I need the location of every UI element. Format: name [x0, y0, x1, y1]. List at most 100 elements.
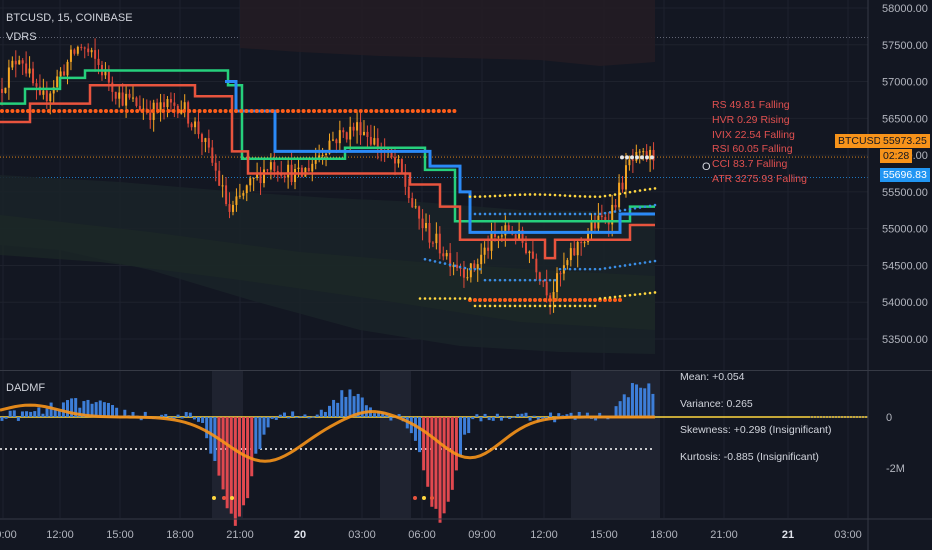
orange-dot	[197, 108, 202, 113]
osc-zone	[571, 371, 660, 518]
yellow-dot	[548, 193, 552, 197]
candle-body	[621, 182, 624, 190]
dadmf-oscillator	[0, 383, 868, 526]
osc-bar	[250, 417, 254, 477]
osc-bar	[270, 417, 274, 419]
time-tick-label: 15:00	[106, 529, 134, 541]
candle-body	[94, 50, 97, 59]
osc-bar	[287, 417, 291, 419]
osc-bar	[454, 417, 458, 471]
orange-dot	[57, 108, 62, 113]
yellow-dot	[453, 297, 457, 300]
blue-dot	[598, 212, 602, 216]
last-price-badge[interactable]: 55973.25	[880, 134, 930, 148]
blue-dot	[588, 267, 592, 271]
candle-body	[580, 242, 583, 244]
blue-dot	[608, 266, 612, 269]
osc-bar	[111, 405, 115, 417]
stat-mean: Mean: +0.054	[680, 371, 745, 383]
level-badge[interactable]: 55696.83	[880, 168, 930, 182]
candle-body	[194, 121, 197, 128]
blue-dot	[623, 264, 627, 267]
orange-dot	[473, 298, 477, 303]
blue-dot	[483, 278, 487, 282]
blue-dot	[558, 267, 562, 271]
blue-dot	[618, 264, 622, 268]
orange-dot	[109, 108, 114, 113]
orange-dot	[513, 298, 517, 303]
blue-dot	[518, 212, 522, 216]
yellow-dot	[638, 189, 642, 192]
candle-body	[376, 138, 379, 149]
price-tick-label: 55000.00	[882, 224, 928, 236]
blue-dot	[548, 278, 552, 282]
osc-bar	[78, 407, 82, 417]
yellow-dot	[503, 194, 507, 197]
orange-dot	[202, 108, 207, 113]
candle-body	[559, 273, 562, 275]
osc-bar	[598, 412, 602, 417]
osc-bar	[274, 417, 278, 420]
candle-body	[221, 185, 224, 187]
orange-dot	[583, 298, 587, 303]
orange-dot	[124, 108, 129, 113]
indicator-dadmf-label[interactable]: DADMF	[6, 382, 46, 394]
blue-dot	[608, 211, 612, 214]
osc-bar	[516, 414, 520, 417]
blue-dot	[493, 212, 497, 216]
blue-dot	[563, 267, 567, 271]
orange-dot	[280, 108, 285, 113]
osc-bar	[201, 417, 205, 423]
blue-dot	[533, 278, 537, 282]
osc-bar	[569, 412, 573, 417]
blue-dot	[523, 212, 527, 216]
blue-dot	[648, 260, 652, 264]
indicator-vdrs-label[interactable]: VDRS	[6, 31, 37, 43]
candle-body	[283, 175, 286, 178]
yellow-dot	[473, 304, 477, 308]
stat-atr: ATR 3275.93 Falling	[712, 172, 807, 185]
yellow-dot	[633, 190, 637, 193]
candle-body	[149, 112, 152, 120]
osc-bar	[536, 417, 540, 422]
osc-bar	[340, 390, 344, 417]
blue-dot	[553, 278, 557, 282]
candle-body	[235, 196, 238, 205]
candle-body	[397, 159, 400, 164]
orange-dot	[374, 108, 379, 113]
orange-dot	[104, 108, 108, 113]
osc-bar	[225, 417, 229, 509]
blue-dot	[633, 206, 637, 210]
blue-dot	[473, 267, 477, 271]
candle-body	[352, 126, 355, 131]
yellow-dot	[593, 304, 597, 308]
blue-dot	[563, 212, 567, 216]
orange-dot	[306, 108, 311, 113]
candle-body	[569, 248, 572, 261]
osc-bar	[8, 410, 12, 417]
symbol-title[interactable]: BTCUSD, 15, COINBASE	[6, 12, 133, 24]
time-tick-label: 18:00	[650, 529, 678, 541]
candle-body	[500, 235, 503, 237]
symbol-badge[interactable]: BTCUSD	[835, 134, 885, 148]
osc-bar	[90, 403, 94, 417]
blue-dot	[463, 266, 467, 270]
stat-skewness: Skewness: +0.298 (Insignificant)	[680, 424, 832, 436]
orange-dot	[379, 108, 384, 113]
osc-bar	[184, 412, 188, 417]
yellow-dot	[613, 295, 617, 299]
osc-bar	[413, 417, 417, 441]
osc-bar	[532, 415, 536, 417]
osc-bar	[565, 414, 569, 417]
orange-dot	[384, 108, 389, 113]
orange-dot	[176, 108, 181, 113]
candle-body	[183, 102, 186, 111]
candle-body	[480, 254, 483, 265]
yellow-dot	[558, 193, 562, 197]
candle-body	[445, 253, 448, 257]
candle-body	[49, 93, 52, 102]
candle-body	[452, 264, 455, 268]
orange-dot	[166, 108, 171, 113]
candle-body	[431, 242, 434, 244]
